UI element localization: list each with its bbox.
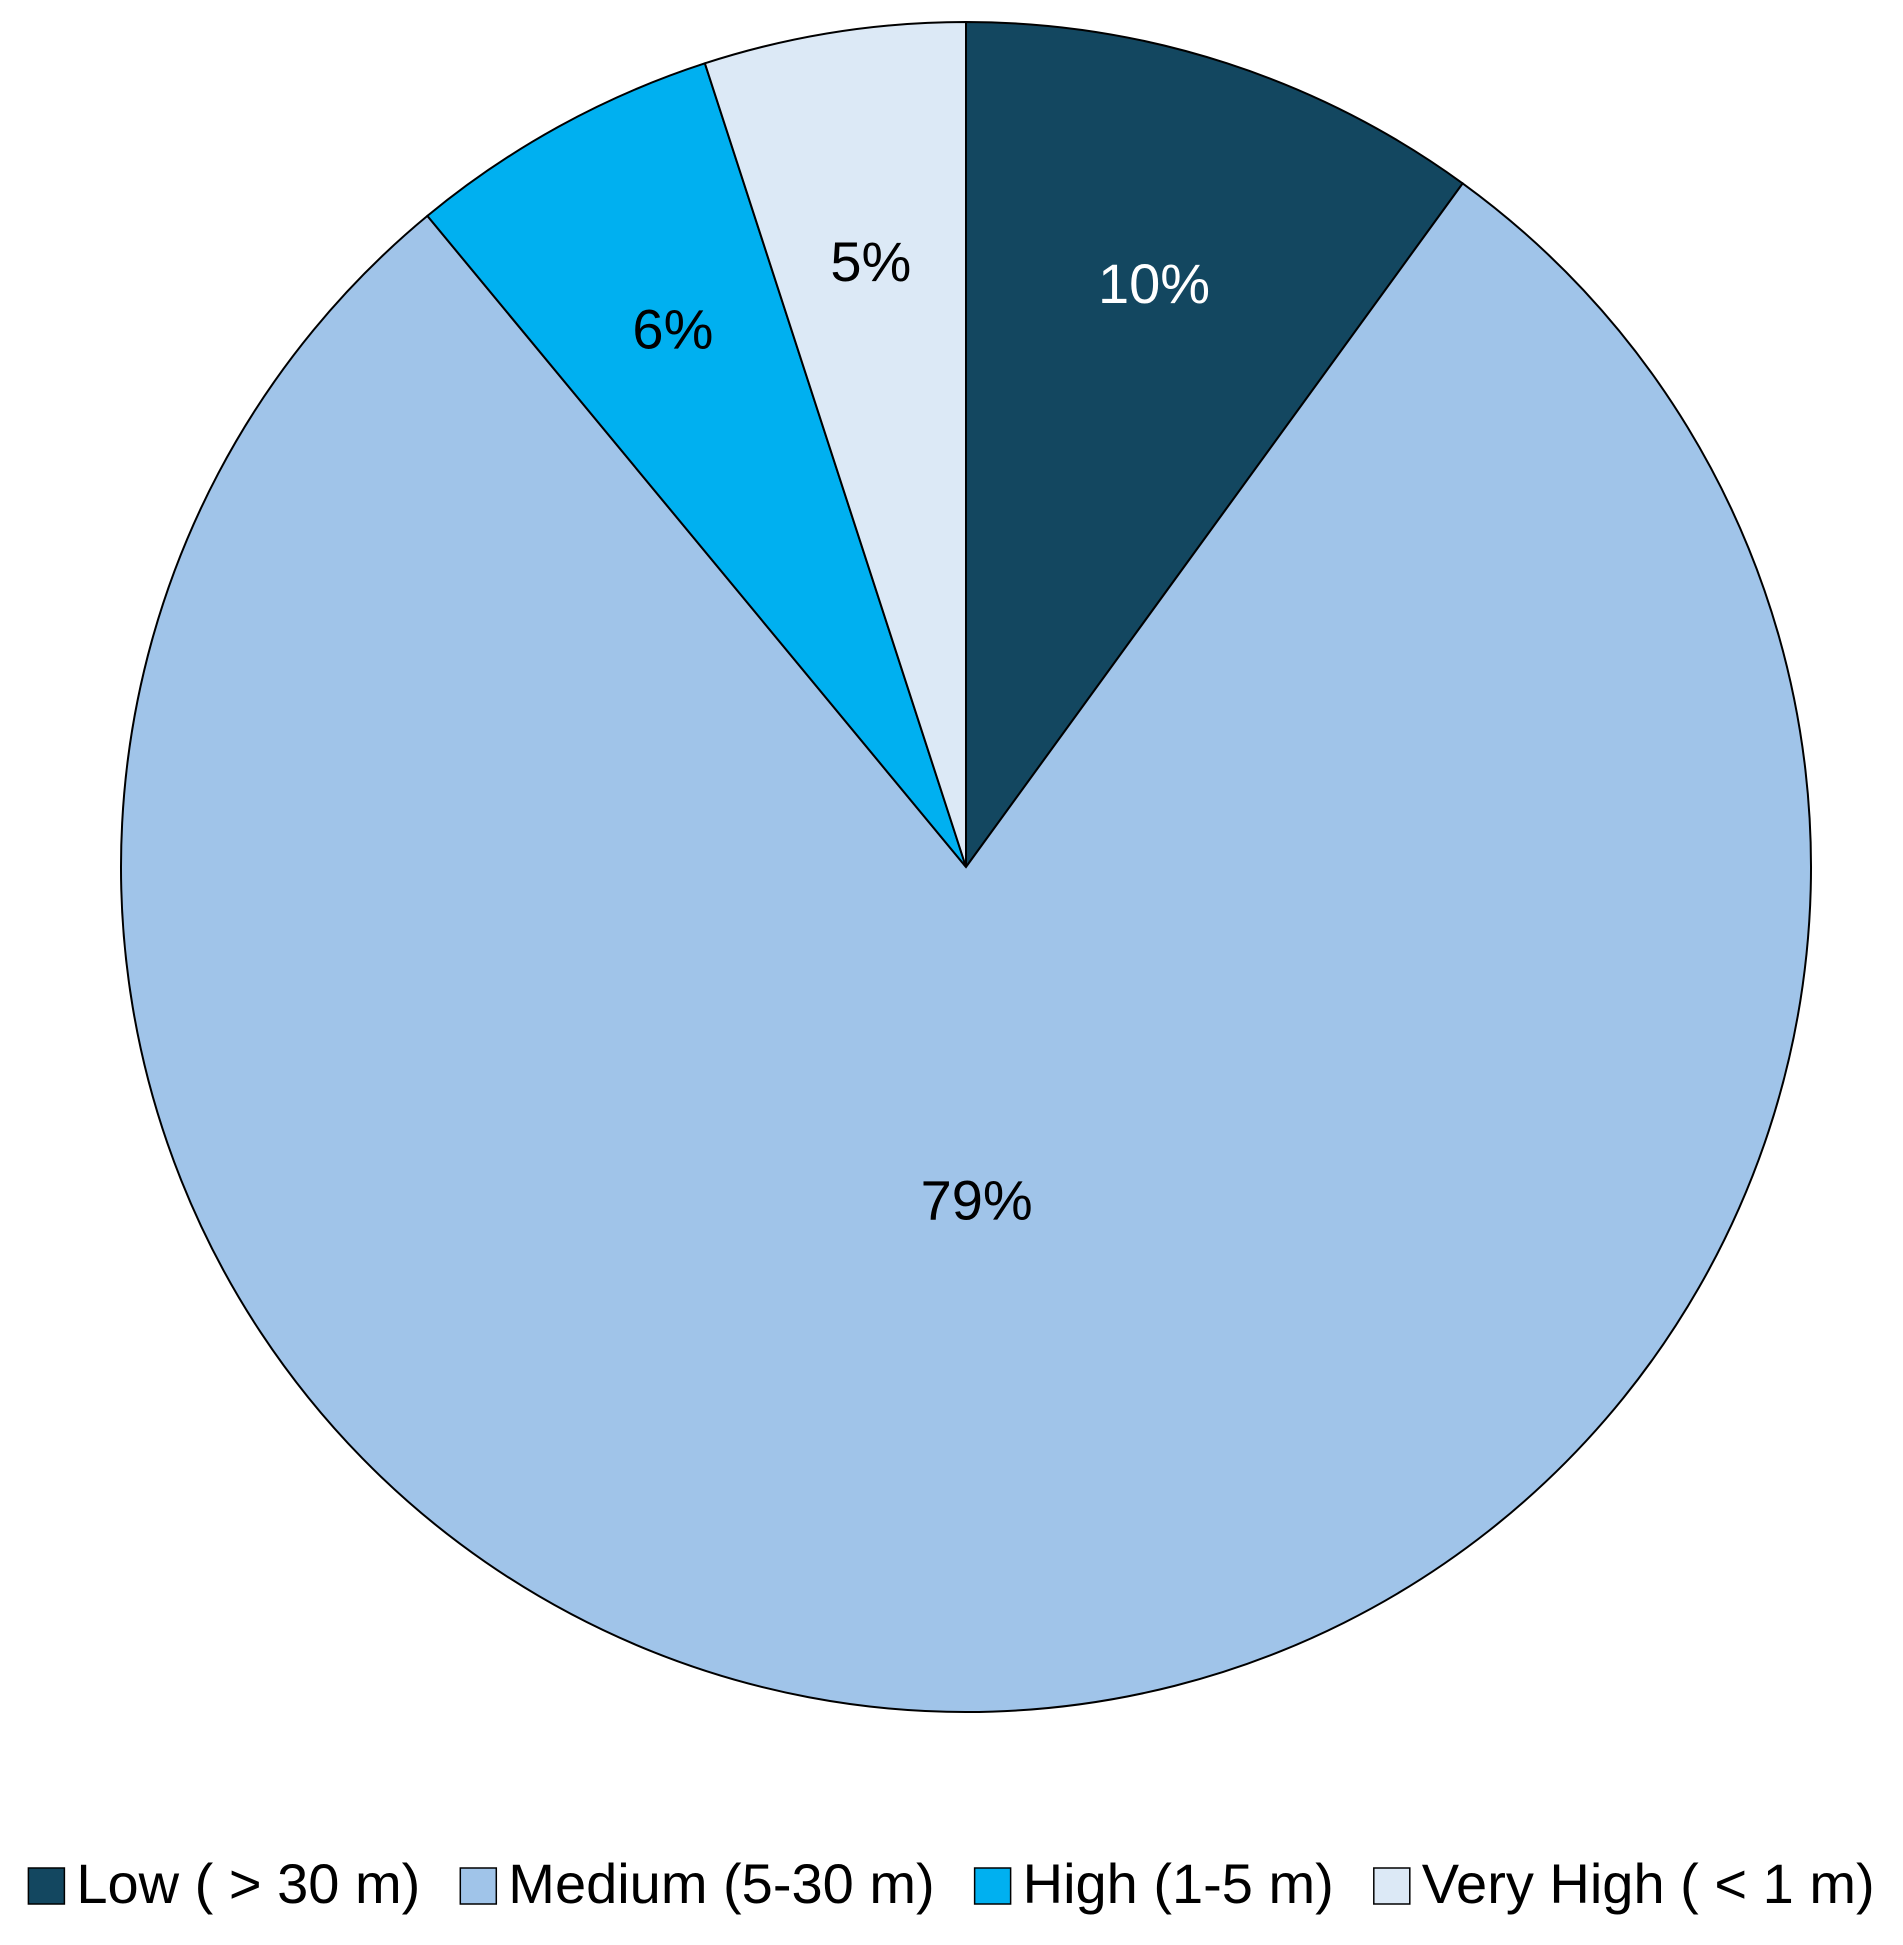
legend-swatch [1373,1867,1411,1905]
legend: Low ( > 30 m) Medium (5-30 m) High (1-5 m)… [27,1852,1875,1915]
data-label: 79% [921,1169,1033,1232]
legend-label: Low ( > 30 m) [76,1852,420,1915]
legend-swatch [973,1867,1012,1905]
legend-swatch [27,1867,66,1905]
pie-slice [965,20,1465,871]
legend-label: High (1-5 m) [1023,1852,1334,1915]
data-label: 10% [1098,252,1210,315]
data-label: 6% [632,298,713,361]
legend-swatch [459,1867,498,1905]
legend-label: Medium (5-30 m) [508,1852,934,1915]
pie-slice [425,62,967,868]
data-label: 5% [830,230,911,293]
pie-slice [120,181,1812,1713]
pie-slice [703,20,967,868]
legend-label: Very High ( < 1 m) [1422,1852,1875,1915]
